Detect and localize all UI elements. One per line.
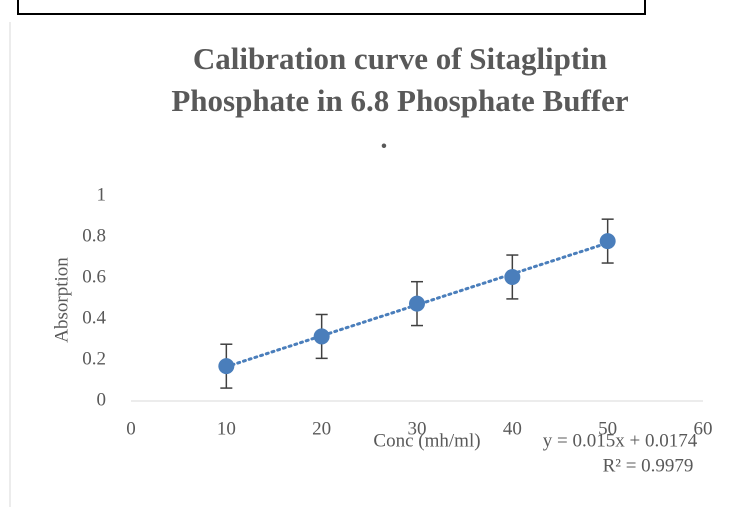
point — [504, 268, 521, 285]
x-tick-label: 0 — [126, 418, 136, 439]
chart-subtitle: • — [381, 136, 388, 157]
top-frame — [17, 0, 646, 15]
point — [218, 358, 235, 375]
y-tick-label: 0 — [97, 389, 107, 410]
x-tick-label: 10 — [217, 418, 236, 439]
y-tick-label: 0.4 — [82, 307, 106, 328]
chart-title: Phosphate in 6.8 Phosphate Buffer — [171, 83, 629, 118]
x-tick-label: 50 — [598, 418, 617, 439]
point — [599, 233, 616, 250]
trendline-equation: y = 0.015x + 0.0174 — [543, 430, 698, 451]
point — [409, 295, 425, 312]
x-axis-label: Conc (mh/ml) — [373, 430, 480, 451]
y-tick-label: 1 — [97, 184, 107, 205]
y-tick-label: 0.2 — [82, 348, 106, 369]
x-tick-label: 30 — [408, 418, 427, 439]
x-tick-label: 20 — [312, 418, 331, 439]
chart-title: Calibration curve of Sitagliptin — [193, 41, 607, 76]
trendline-r2: R² = 0.9979 — [603, 455, 694, 476]
y-tick-label: 0.8 — [82, 225, 106, 246]
x-tick-label: 60 — [694, 418, 713, 439]
x-tick-label: 40 — [503, 418, 522, 439]
y-axis-label: Absorption — [51, 257, 72, 343]
y-tick-label: 0.6 — [82, 266, 106, 287]
point — [313, 328, 330, 345]
